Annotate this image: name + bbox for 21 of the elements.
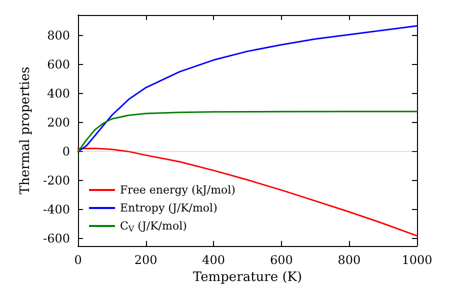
y-tick-label: 600 [47, 57, 70, 72]
x-axis-title: Temperature (K) [192, 270, 302, 285]
legend-label: Free energy (kJ/mol) [120, 184, 236, 196]
y-tick-label: -200 [43, 174, 70, 188]
y-tick-label: 800 [47, 28, 70, 42]
x-tick-label: 800 [338, 253, 361, 267]
x-tick-label: 400 [202, 253, 226, 267]
line-series [77, 148, 418, 237]
x-tick-label: 600 [270, 253, 293, 267]
y-tick-label: 0 [62, 144, 70, 159]
x-tick-label: 200 [134, 253, 158, 267]
y-tick-label: 200 [47, 116, 70, 130]
y-axis-title: Thermal properties [18, 66, 33, 194]
line-series [77, 110, 418, 152]
y-tick-label: 400 [47, 86, 70, 100]
x-tick-label: 1000 [402, 253, 432, 267]
line-series [77, 25, 418, 152]
x-tick-label: 0 [74, 253, 82, 267]
y-tick-label: -400 [43, 202, 70, 217]
legend-label: Entropy (J/K/mol) [120, 202, 218, 214]
y-tick-label: -600 [43, 232, 70, 246]
